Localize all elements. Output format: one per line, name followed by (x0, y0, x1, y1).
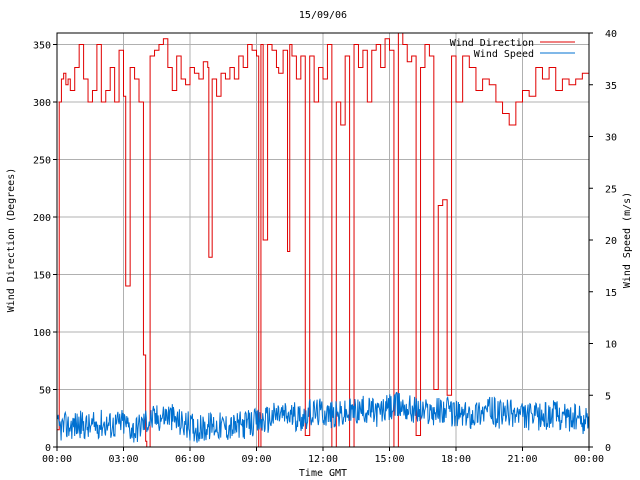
y-left-tick-label: 250 (33, 156, 51, 167)
y-right-tick-label: 5 (605, 391, 611, 402)
y-left-tick-label: 350 (33, 41, 51, 52)
x-tick-label: 15:00 (374, 454, 404, 465)
legend-label-wind-direction: Wind Direction (450, 38, 534, 49)
y-left-axis-label: Wind Direction (Degrees) (6, 168, 17, 313)
y-left-tick-label: 300 (33, 98, 51, 109)
legend-label-wind-speed: Wind Speed (474, 49, 534, 60)
y-right-tick-label: 15 (605, 288, 617, 299)
x-tick-label: 18:00 (441, 454, 471, 465)
y-right-tick-label: 40 (605, 29, 617, 40)
y-left-tick-label: 200 (33, 213, 51, 224)
y-right-tick-label: 10 (605, 340, 617, 351)
x-tick-label: 21:00 (507, 454, 537, 465)
wind-speed-series (56, 391, 590, 443)
y-left-tick-label: 100 (33, 328, 51, 339)
wind-direction-line (57, 32, 590, 448)
y-left-axis-ticks: 0 50 100 150 200 250 300 350 (33, 41, 57, 454)
y-right-axis-label: Wind Speed (m/s) (622, 192, 633, 288)
x-axis-label: Time GMT (299, 468, 347, 479)
wind-direction-series (57, 32, 590, 448)
x-tick-label: 00:00 (42, 454, 72, 465)
x-tick-label: 00:00 (574, 454, 604, 465)
y-right-axis-ticks: 0 5 10 15 20 25 30 35 40 (589, 29, 617, 454)
y-left-tick-label: 50 (39, 386, 51, 397)
y-right-tick-label: 30 (605, 133, 617, 144)
y-left-tick-label: 0 (45, 443, 51, 454)
x-tick-label: 03:00 (108, 454, 138, 465)
x-tick-label: 12:00 (308, 454, 338, 465)
x-axis-ticks: 00:00 03:00 06:00 09:00 12:00 15:00 18:00 21:00… (42, 447, 604, 465)
y-right-tick-label: 0 (605, 443, 611, 454)
x-tick-label: 09:00 (241, 454, 271, 465)
y-right-tick-label: 35 (605, 81, 617, 92)
chart-title: 15/09/06 (299, 10, 347, 21)
y-right-tick-label: 25 (605, 184, 617, 195)
x-tick-label: 06:00 (175, 454, 205, 465)
y-right-tick-label: 20 (605, 236, 617, 247)
wind-speed-line (56, 391, 590, 443)
y-left-tick-label: 150 (33, 271, 51, 282)
legend: Wind Direction Wind Speed (450, 38, 575, 60)
